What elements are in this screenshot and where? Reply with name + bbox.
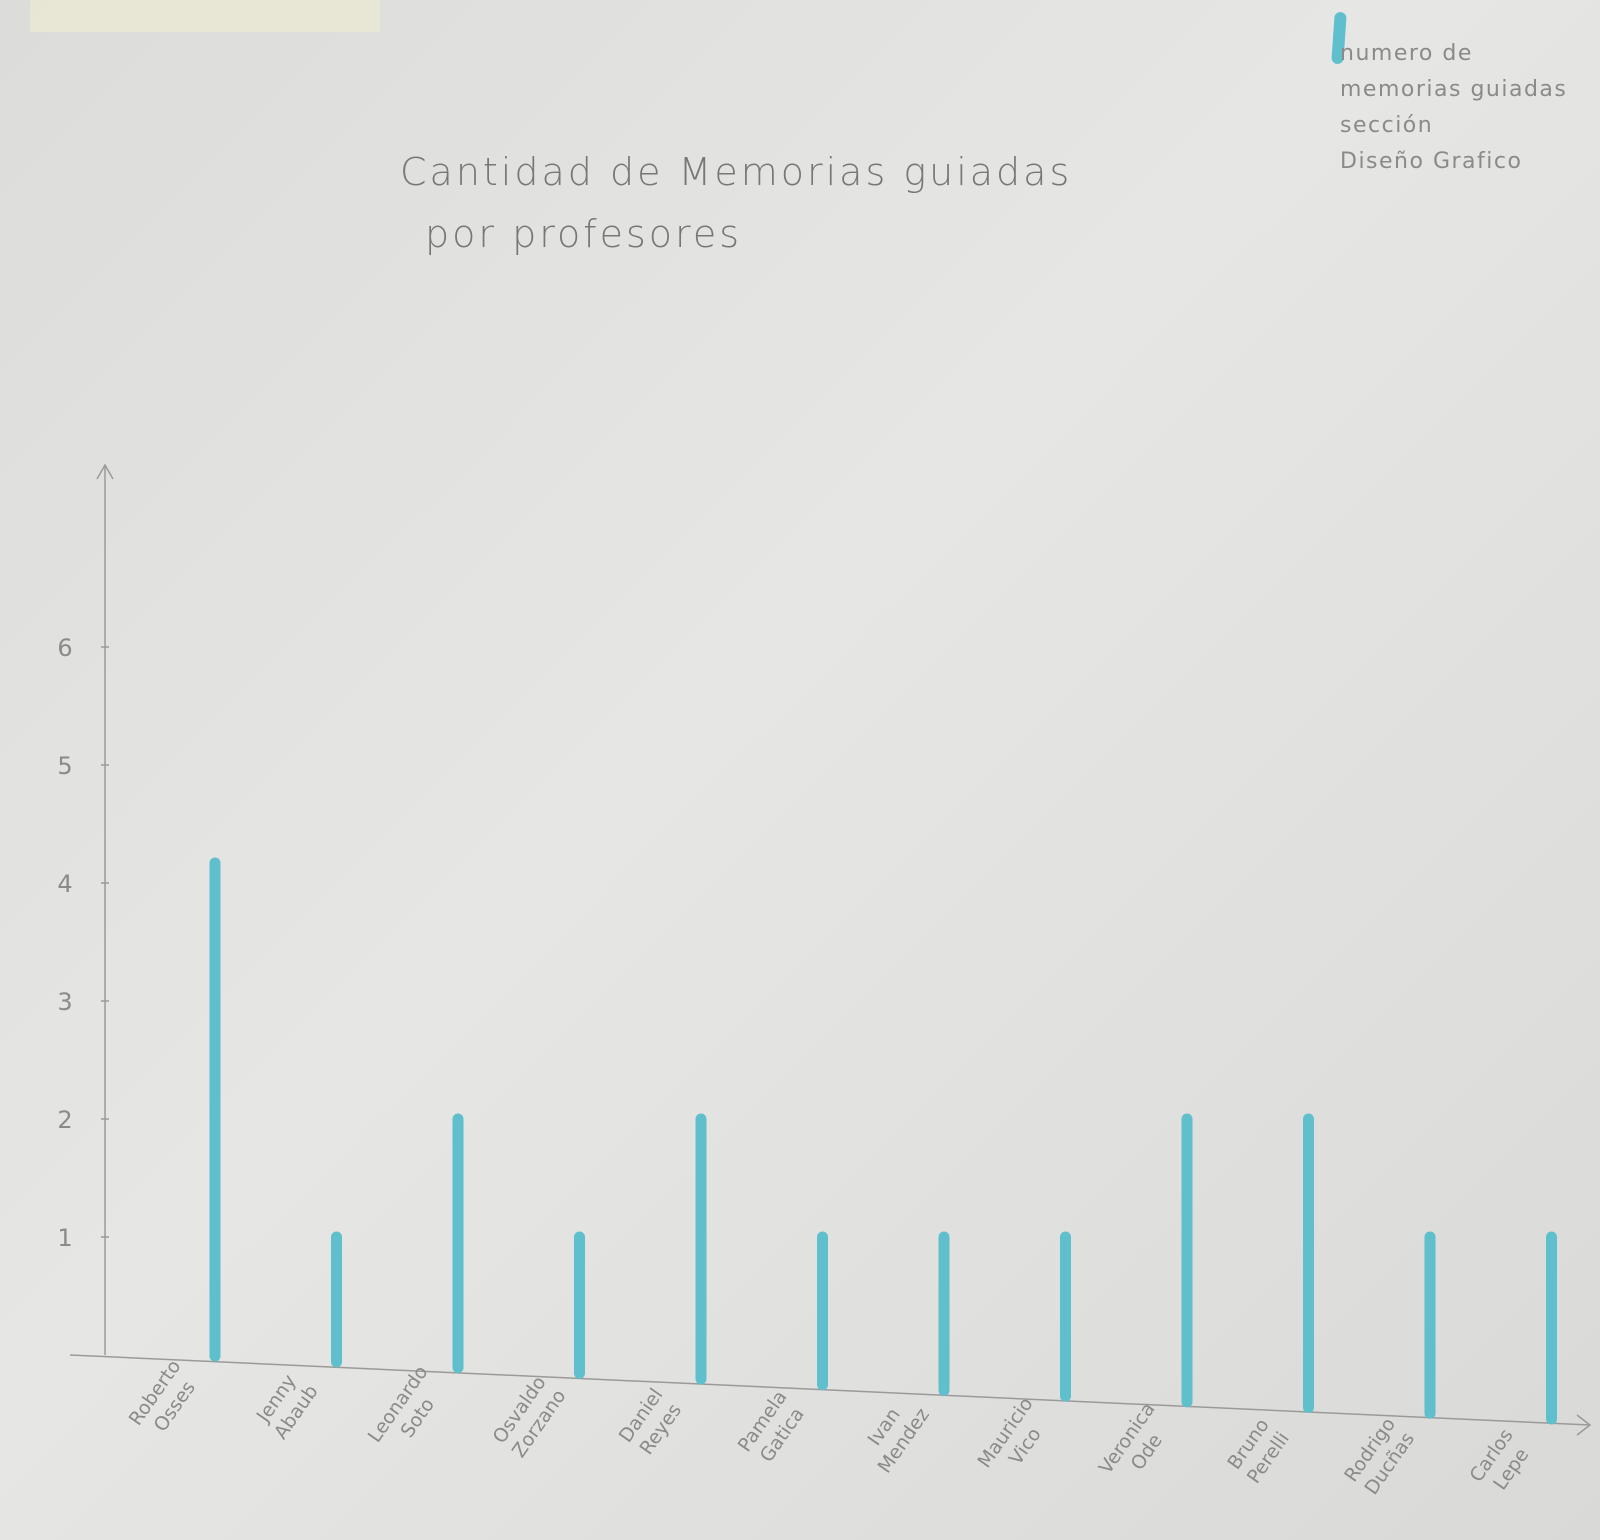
x-category-label: RobertoOsses [125, 1356, 205, 1444]
legend-label: numero de memorias guiadas sección Diseñ… [1340, 36, 1590, 180]
x-category-label: CarlosLepe [1466, 1425, 1538, 1500]
y-tick-label: 1 [57, 1224, 72, 1252]
x-category-label: PamelaGatica [734, 1387, 811, 1470]
x-category-label: VeronicaOde [1095, 1399, 1180, 1492]
x-category-label: MauricioVico [973, 1393, 1057, 1485]
y-axis-arrow [96, 463, 114, 480]
x-category-label: DanielReyes [615, 1384, 687, 1460]
legend-line-3: sección [1340, 113, 1434, 138]
x-category-label: BrunoPerelli [1223, 1414, 1294, 1487]
y-tick-label: 2 [57, 1106, 72, 1134]
x-category-label: JennyAbaub [250, 1367, 323, 1443]
y-tick-label: 3 [57, 988, 72, 1016]
x-axis-arrow [1576, 1414, 1592, 1436]
x-category-label: LeonardoSoto [364, 1362, 452, 1461]
y-tick-label: 4 [57, 870, 72, 898]
chart-title-line-1: Cantidad de Memorias guiadas [400, 150, 1073, 194]
legend-line-1: numero de [1340, 41, 1473, 66]
x-category-label: RodrigoDucñas [1340, 1414, 1419, 1500]
legend-line-2: memorias guiadas [1340, 77, 1568, 102]
chart-title-line-2: por profesores [425, 212, 742, 256]
x-axis [69, 1354, 1591, 1426]
y-tick-label: 5 [57, 752, 72, 780]
masking-tape [30, 0, 380, 32]
y-tick-label: 6 [57, 634, 72, 662]
x-category-label: IvanMendez [854, 1390, 934, 1477]
legend-line-4: Diseño Grafico [1340, 149, 1523, 174]
x-category-label: OsvaldoZorzano [488, 1372, 570, 1462]
